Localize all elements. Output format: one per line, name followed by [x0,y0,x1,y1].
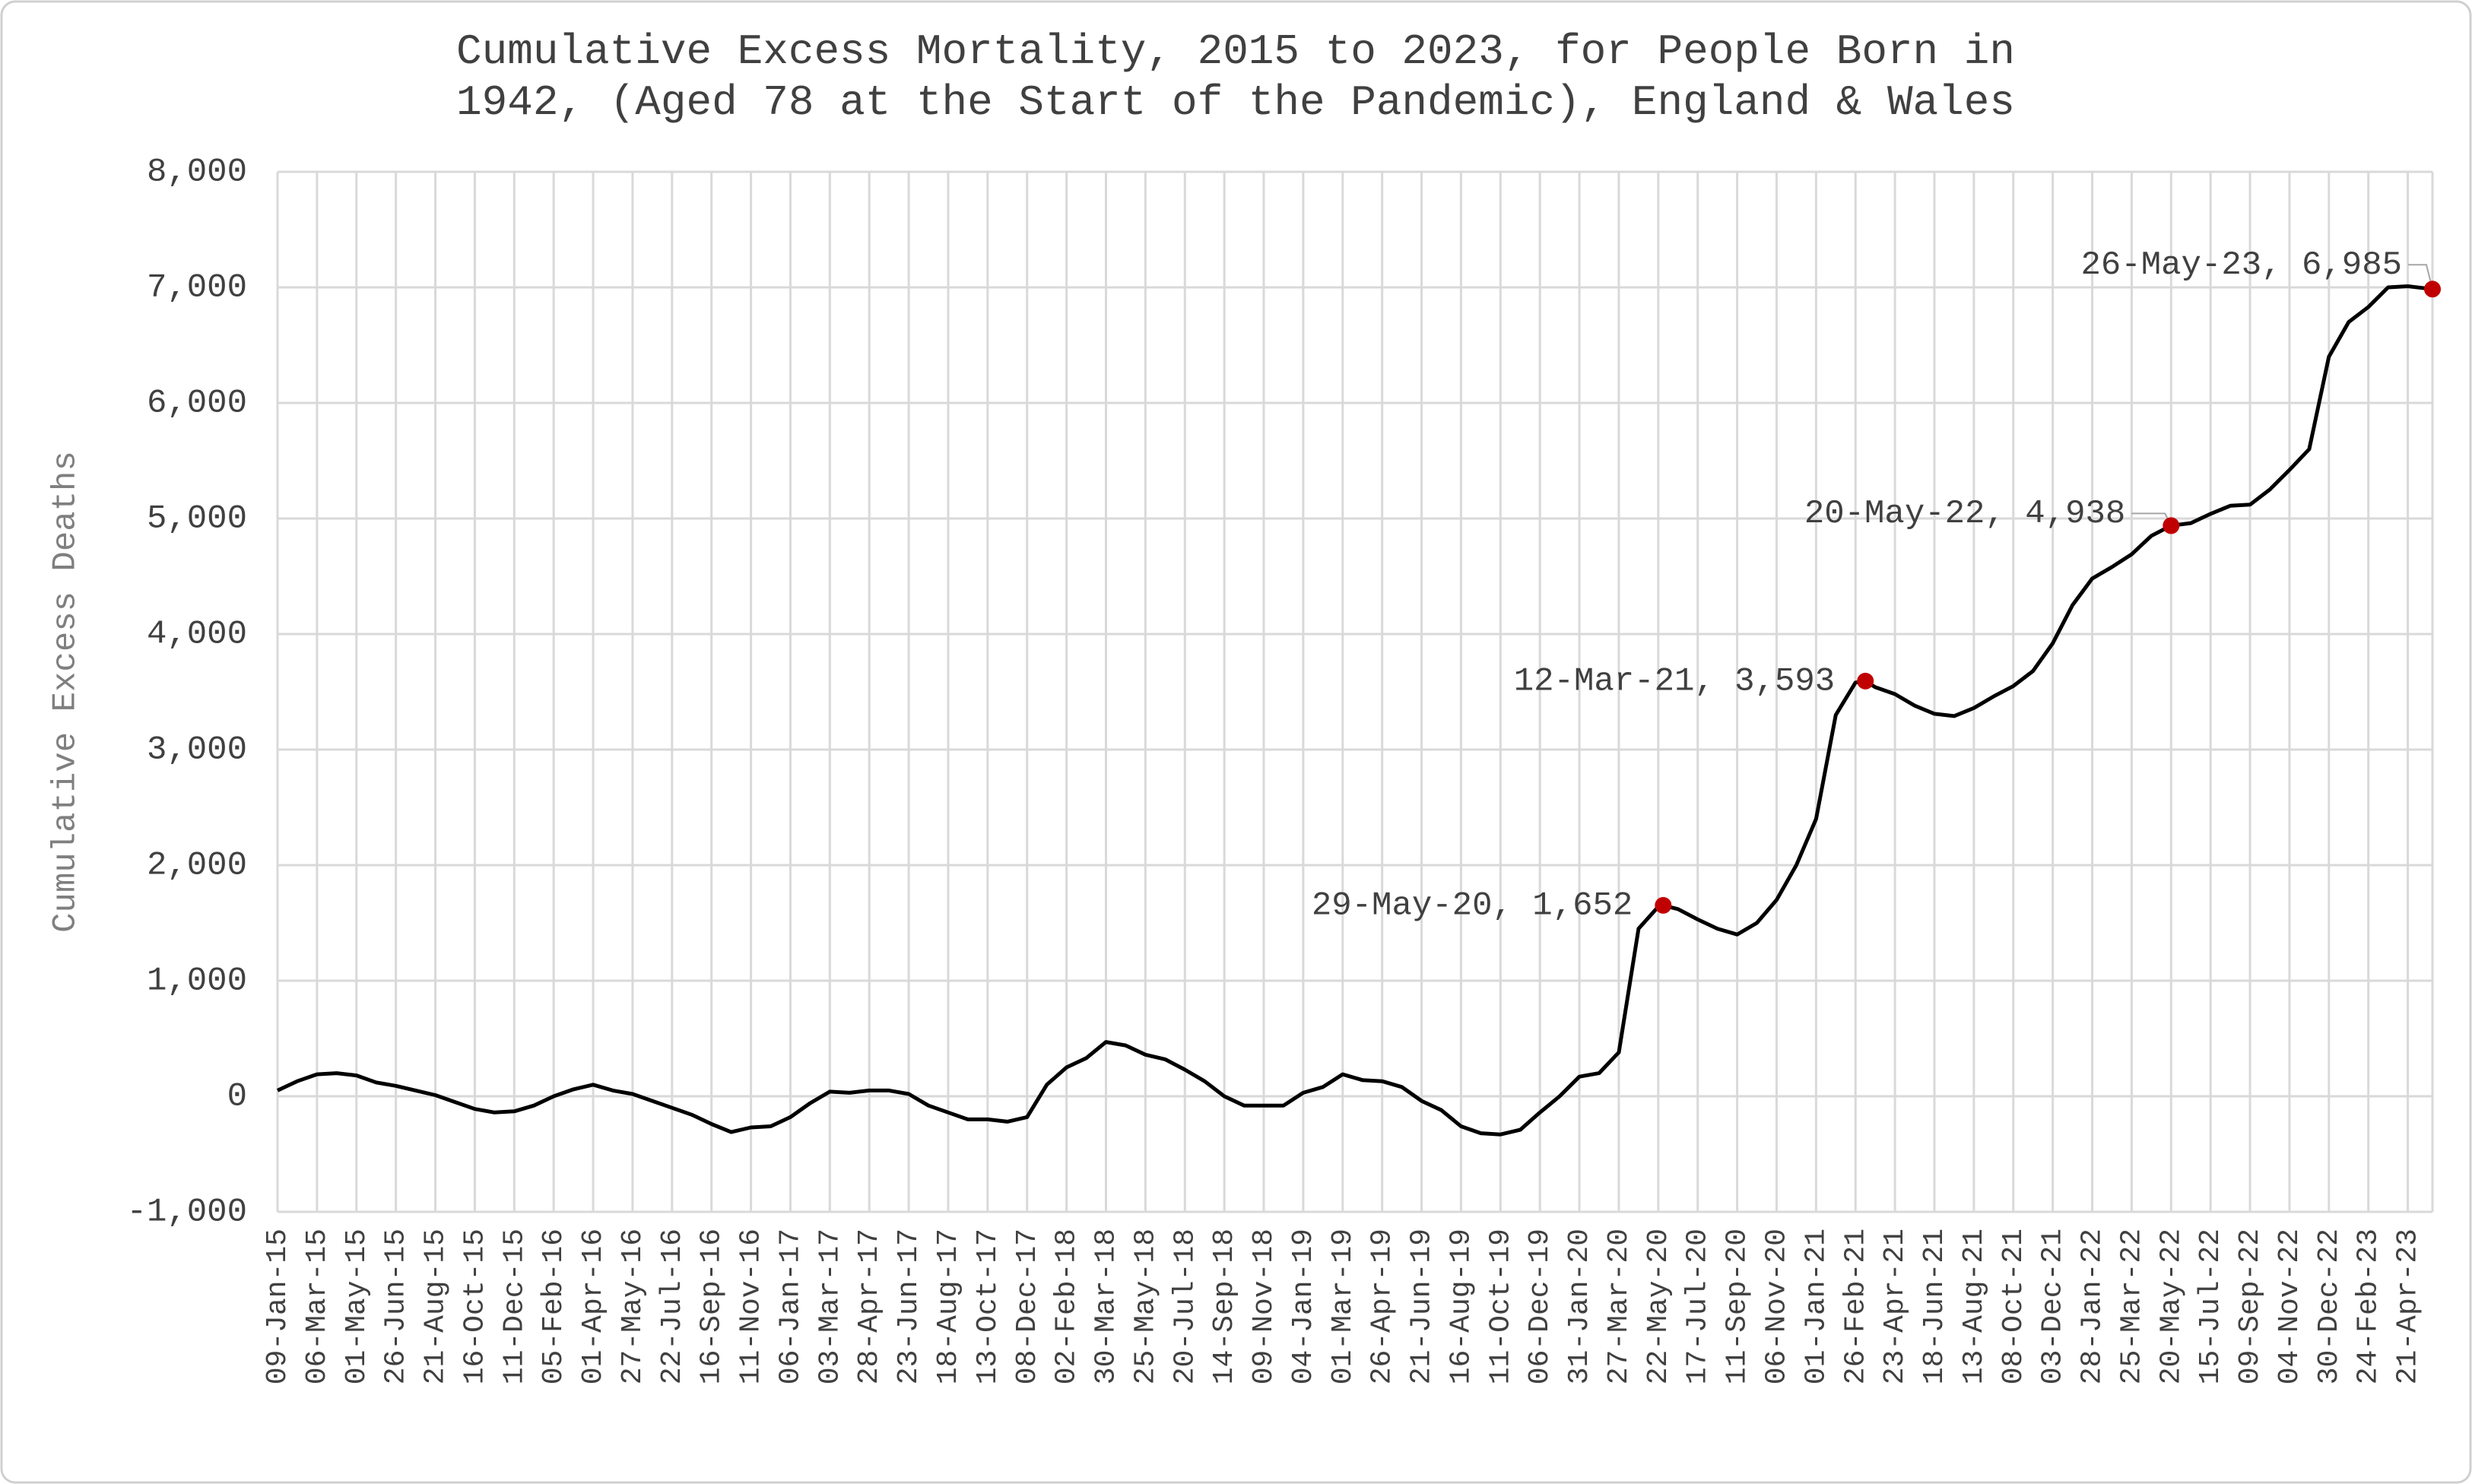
chart-title: Cumulative Excess Mortality, 2015 to 202… [456,27,2015,76]
x-tick-label: 06-Dec-19 [1524,1229,1557,1384]
y-tick-label: 6,000 [147,385,247,423]
x-tick-label: 03-Mar-17 [814,1229,846,1384]
x-tick-label: 09-Nov-18 [1248,1229,1280,1384]
x-tick-label: 14-Sep-18 [1208,1229,1241,1384]
x-tick-label: 11-Oct-19 [1484,1229,1517,1384]
x-tick-label: 27-May-16 [617,1229,649,1384]
x-tick-label: 01-Mar-19 [1327,1229,1360,1384]
x-tick-label: 04-Jan-19 [1287,1229,1320,1384]
x-tick-label: 21-Aug-15 [420,1229,452,1384]
y-tick-label: 3,000 [147,731,247,769]
y-tick-label: 2,000 [147,847,247,885]
x-tick-label: 08-Oct-21 [1998,1229,2030,1384]
chart-title: 1942, (Aged 78 at the Start of the Pande… [456,78,2015,127]
annotation-label: 20-May-22, 4,938 [1804,495,2125,533]
x-tick-label: 01-May-15 [341,1229,373,1384]
x-tick-label: 18-Aug-17 [932,1229,965,1384]
x-tick-label: 03-Dec-21 [2037,1229,2070,1384]
x-tick-label: 24-Feb-23 [2353,1229,2385,1384]
x-tick-label: 16-Aug-19 [1445,1229,1477,1384]
y-axis-label: Cumulative Excess Deaths [47,451,85,933]
x-tick-label: 28-Jan-22 [2077,1229,2109,1384]
x-tick-label: 16-Oct-15 [459,1229,491,1384]
x-tick-label: 11-Dec-15 [498,1229,531,1384]
x-tick-label: 06-Jan-17 [774,1229,807,1384]
x-tick-label: 18-Jun-21 [1918,1229,1951,1384]
x-tick-label: 20-May-22 [2155,1229,2188,1384]
annotation-marker [1857,672,1874,690]
y-tick-label: 1,000 [147,962,247,1000]
annotation-label: 26-May-23, 6,985 [2081,246,2402,284]
x-tick-label: 21-Apr-23 [2392,1229,2425,1384]
x-tick-label: 05-Feb-16 [538,1229,570,1384]
x-tick-label: 11-Nov-16 [735,1229,768,1384]
y-tick-label: 8,000 [147,154,247,192]
annotation-marker [2163,517,2180,534]
x-tick-label: 26-Jun-15 [380,1229,413,1384]
x-tick-label: 08-Dec-17 [1011,1229,1044,1384]
y-tick-label: 7,000 [147,269,247,307]
x-tick-label: 22-Jul-16 [656,1229,689,1384]
x-tick-label: 09-Jan-15 [262,1229,294,1384]
x-tick-label: 06-Mar-15 [301,1229,334,1384]
x-tick-label: 21-Jun-19 [1406,1229,1439,1384]
x-tick-label: 15-Jul-22 [2194,1229,2227,1384]
x-tick-label: 06-Nov-20 [1761,1229,1794,1384]
x-tick-label: 31-Jan-20 [1563,1229,1596,1384]
x-tick-label: 26-Apr-19 [1366,1229,1399,1384]
x-tick-label: 09-Sep-22 [2234,1229,2267,1384]
x-tick-label: 20-Jul-18 [1169,1229,1201,1384]
x-tick-label: 25-May-18 [1129,1229,1162,1384]
annotation-marker [2424,281,2441,298]
x-tick-label: 02-Feb-18 [1051,1229,1084,1384]
x-tick-label: 23-Jun-17 [893,1229,925,1384]
y-tick-label: 5,000 [147,500,247,538]
data-line [276,284,2433,1137]
x-tick-label: 01-Apr-16 [577,1229,610,1384]
y-tick-label: 0 [227,1078,247,1116]
x-tick-label: 27-Mar-20 [1603,1229,1636,1384]
x-tick-label: 22-May-20 [1642,1229,1675,1384]
annotation-label: 29-May-20, 1,652 [1312,887,1633,925]
x-tick-label: 25-Mar-22 [2115,1229,2148,1384]
y-tick-label: 4,000 [147,616,247,654]
x-tick-label: 30-Dec-22 [2313,1229,2346,1384]
x-tick-label: 13-Oct-17 [972,1229,1004,1384]
x-tick-label: 26-Feb-21 [1839,1229,1872,1384]
x-tick-label: 11-Sep-20 [1722,1229,1754,1384]
x-tick-label: 30-Mar-18 [1090,1229,1123,1384]
x-tick-label: 04-Nov-22 [2274,1229,2306,1384]
x-tick-label: 23-Apr-21 [1879,1229,1912,1384]
annotation-marker [1655,896,1672,914]
annotation-label: 12-Mar-21, 3,593 [1514,662,1835,700]
x-tick-label: 16-Sep-16 [696,1229,728,1384]
x-tick-label: 17-Jul-20 [1682,1229,1715,1384]
x-tick-label: 28-Apr-17 [853,1229,886,1384]
x-tick-label: 01-Jan-21 [1800,1229,1833,1384]
y-tick-label: -1,000 [127,1194,247,1232]
x-tick-label: 13-Aug-21 [1958,1229,1991,1384]
